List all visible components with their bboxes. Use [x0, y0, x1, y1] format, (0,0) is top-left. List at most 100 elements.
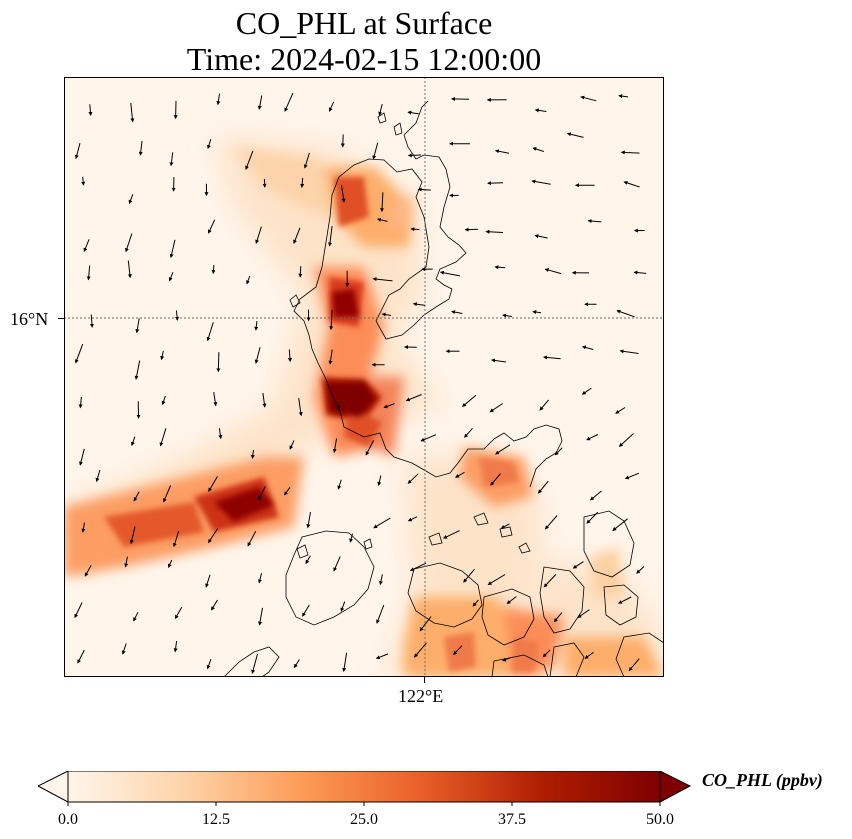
wind-arrow [83, 239, 90, 253]
colorbar-max-extend [659, 771, 692, 803]
wind-arrow [208, 219, 216, 234]
wind-arrow [534, 108, 547, 113]
wind-arrow [130, 103, 135, 123]
wind-arrow [298, 398, 303, 417]
wind-arrow [293, 659, 300, 669]
wind-arrow [537, 480, 549, 494]
wind-arrow [589, 490, 602, 501]
wind-arrow [293, 227, 301, 244]
wind-arrow [89, 314, 94, 328]
wind-arrow [173, 641, 178, 653]
wind-arrow [455, 471, 465, 478]
wind-arrow [409, 562, 427, 571]
wind-arrow [463, 568, 475, 583]
wind-arrow [615, 407, 626, 414]
wind-arrow [124, 556, 129, 568]
wind-arrow [74, 343, 84, 364]
wind-arrow [532, 147, 544, 152]
wind-arrow [258, 573, 262, 584]
wind-arrow [372, 277, 393, 282]
wind-arrow [580, 95, 597, 102]
wind-arrow [328, 226, 333, 247]
wind-arrow [133, 611, 139, 622]
wind-arrow [462, 394, 477, 407]
wind-arrow [329, 309, 334, 331]
wind-arrow [168, 272, 174, 282]
wind-arrow [159, 428, 167, 447]
co-plume-layer [64, 137, 664, 677]
wind-arrow [586, 511, 599, 524]
wind-arrow [333, 556, 341, 572]
wind-arrow [407, 473, 419, 484]
wind-arrow [74, 602, 83, 619]
wind-arrow [169, 152, 174, 167]
wind-arrow [377, 475, 382, 486]
colorbar-tick-marks [67, 802, 661, 806]
wind-arrow [544, 515, 558, 530]
wind-arrow [349, 533, 354, 543]
wind-arrow [581, 345, 594, 350]
wind-arrow [539, 399, 549, 411]
wind-arrow [172, 531, 180, 548]
wind-arrow [163, 485, 172, 503]
wind-arrow [494, 149, 510, 154]
lat-tick-mark [58, 318, 64, 319]
wind-arrow [619, 349, 639, 354]
wind-arrow [584, 651, 594, 659]
wind-arrow [175, 310, 180, 321]
wind-arrow [379, 574, 383, 586]
wind-arrow [303, 152, 310, 169]
wind-arrow [410, 227, 420, 232]
wind-arrow [218, 428, 223, 440]
wind-arrow [616, 309, 635, 318]
wind-arrow [586, 434, 599, 441]
wind-arrow [287, 349, 292, 363]
wind-arrow [407, 153, 421, 158]
wind-arrow [211, 599, 218, 611]
wind-arrow [206, 658, 212, 670]
wind-arrow [581, 387, 592, 395]
wind-arrow [262, 392, 267, 408]
wind-arrow [79, 448, 85, 466]
wind-arrow [544, 268, 562, 275]
wind-arrow [206, 322, 214, 342]
wind-arrow [624, 472, 640, 480]
wind-arrow [419, 616, 432, 632]
wind-arrow [617, 596, 632, 604]
wind-arrow [125, 233, 133, 253]
wind-arrow [284, 92, 294, 112]
colorbar-gradient [67, 771, 661, 803]
wind-arrow [572, 561, 584, 569]
wind-arrow [618, 94, 629, 99]
wind-arrow [77, 649, 85, 664]
wind-arrow [405, 394, 422, 402]
wind-arrow [577, 609, 590, 618]
wind-arrow [88, 104, 93, 116]
wind-arrow [376, 217, 388, 222]
colorbar-tick-label: 25.0 [350, 811, 378, 828]
wind-arrow [501, 657, 511, 662]
wind-arrow [306, 512, 311, 529]
lat-tick-label: 16°N [10, 309, 49, 329]
wind-arrow [289, 440, 295, 450]
map-panel[interactable] [64, 77, 664, 677]
wind-arrow [169, 239, 176, 259]
wind-arrow [258, 607, 263, 626]
wind-arrow [205, 574, 211, 588]
wind-arrow [489, 403, 503, 413]
wind-arrow [341, 185, 346, 203]
wind-arrow [254, 347, 261, 364]
map-title-line-2: Time: 2024-02-15 12:00:00 [186, 41, 542, 77]
wind-arrow [373, 517, 391, 529]
wind-arrow [254, 320, 259, 331]
wind-arrow [372, 142, 379, 160]
wind-arrow [365, 440, 375, 456]
wind-arrow [472, 599, 479, 607]
wind-arrow [412, 302, 426, 307]
wind-arrow [495, 444, 511, 455]
wind-arrow [305, 555, 311, 565]
wind-arrow [494, 265, 506, 270]
wind-arrow [134, 360, 141, 380]
wind-arrow [413, 642, 427, 658]
wind-arrow [251, 653, 258, 674]
